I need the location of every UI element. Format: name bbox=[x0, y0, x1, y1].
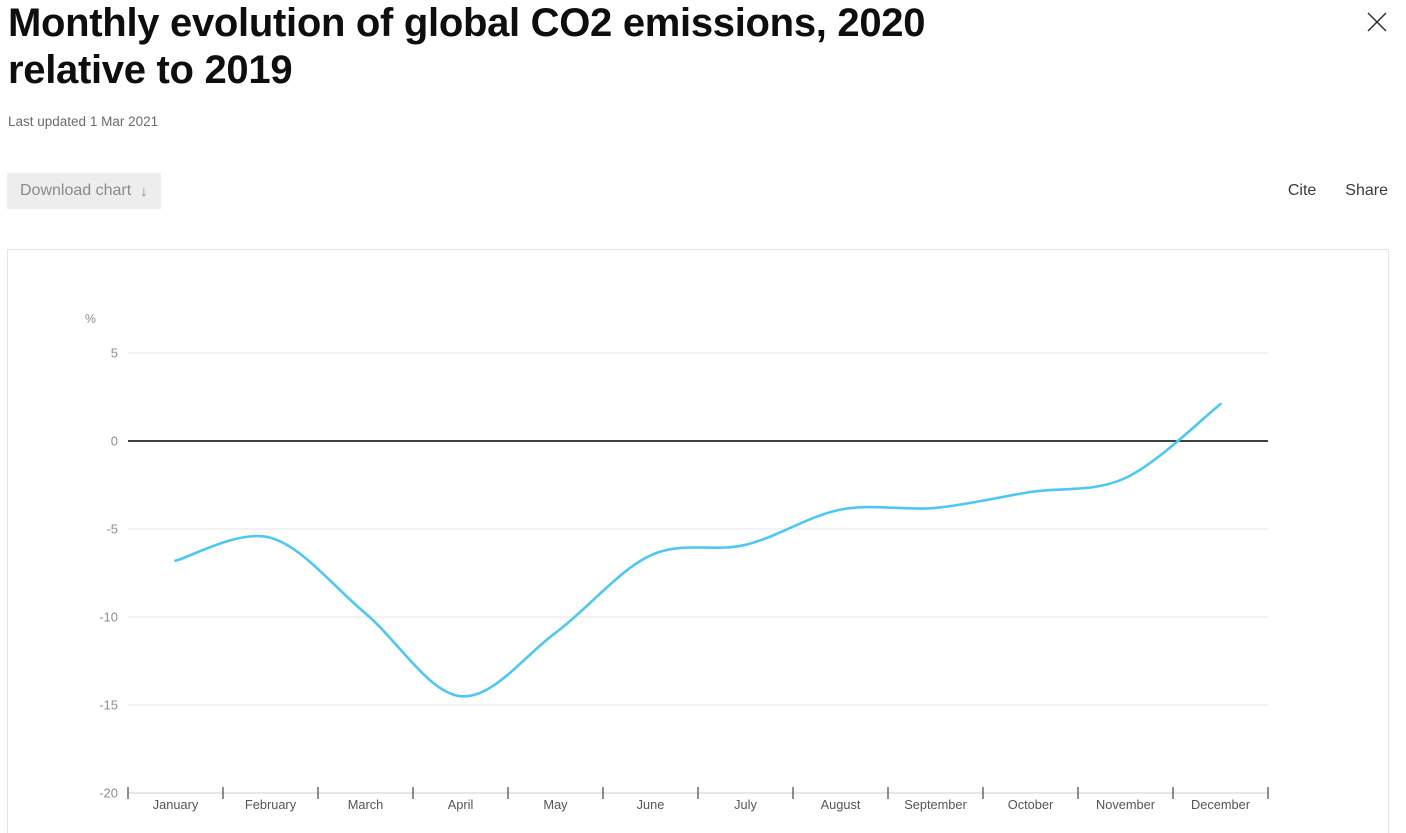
x-tick-label: June bbox=[637, 797, 665, 812]
share-link[interactable]: Share bbox=[1345, 182, 1388, 199]
download-arrow-icon: ↓ bbox=[140, 182, 148, 200]
y-tick-label: -20 bbox=[99, 786, 118, 801]
x-tick-label: February bbox=[245, 797, 297, 812]
x-tick-label: July bbox=[734, 797, 757, 812]
chart-card: 5 0 -5 -10 -15 -20% January February March April M… bbox=[7, 249, 1389, 833]
cite-link[interactable]: Cite bbox=[1287, 182, 1317, 199]
y-axis-unit-label: % bbox=[85, 312, 96, 326]
close-icon bbox=[1367, 12, 1387, 31]
close-button[interactable] bbox=[1363, 9, 1391, 37]
y-tick-label: -15 bbox=[99, 698, 118, 713]
download-chart-label: Download chart bbox=[20, 182, 132, 199]
x-tick-label: August bbox=[821, 797, 861, 812]
x-tick-label: March bbox=[348, 797, 384, 812]
x-tick-label: January bbox=[153, 797, 199, 812]
x-tick-label: October bbox=[1008, 797, 1054, 812]
y-tick-label: -5 bbox=[106, 522, 118, 537]
chart-actions: Cite Share bbox=[1288, 182, 1388, 200]
y-tick-label: 5 bbox=[111, 346, 118, 361]
x-tick-label: December bbox=[1191, 797, 1251, 812]
line-chart[interactable]: 5 0 -5 -10 -15 -20% January February March April M… bbox=[8, 250, 1388, 832]
x-tick-label: November bbox=[1096, 797, 1156, 812]
data-series-line bbox=[174, 402, 1222, 698]
y-tick-label: -10 bbox=[99, 610, 118, 625]
x-tick-label: September bbox=[904, 797, 967, 812]
last-updated-text: Last updated 1 Mar 2021 bbox=[8, 114, 159, 129]
x-tick-label: April bbox=[448, 797, 474, 812]
page-title: Monthly evolution of global CO2 emission… bbox=[8, 1, 926, 92]
x-tick-label: May bbox=[543, 797, 568, 812]
y-tick-label: 0 bbox=[111, 434, 118, 449]
download-chart-button[interactable]: Download chart ↓ bbox=[7, 173, 161, 209]
